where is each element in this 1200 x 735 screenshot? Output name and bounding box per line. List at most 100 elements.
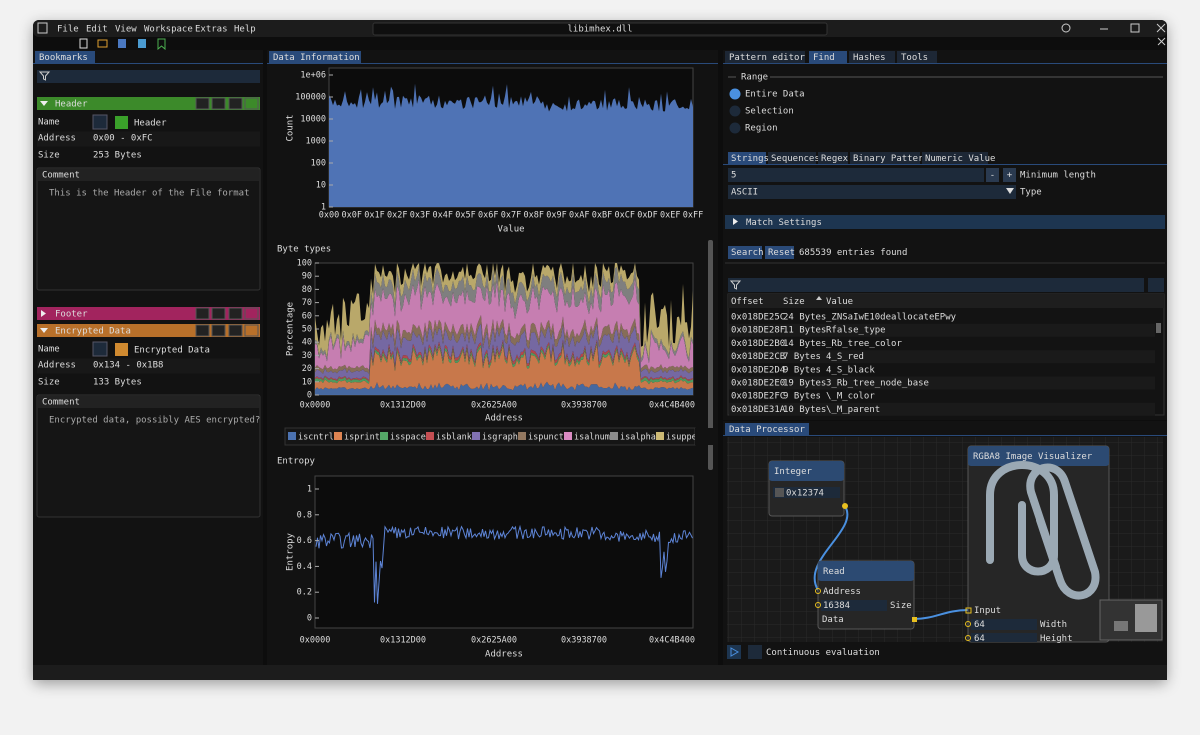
bookmark-button[interactable]	[244, 307, 259, 320]
subtab[interactable]	[768, 152, 816, 164]
tool-icon[interactable]	[118, 39, 126, 48]
bookmark-button[interactable]	[244, 97, 259, 110]
bookmark-button[interactable]	[228, 97, 243, 110]
tab-label[interactable]: Bookmarks	[39, 53, 88, 63]
close[interactable]	[1156, 23, 1166, 33]
tool-icon[interactable]	[79, 38, 88, 49]
bookmark-button[interactable]	[228, 324, 243, 337]
node-input[interactable]	[773, 487, 840, 498]
radio[interactable]	[729, 105, 741, 117]
button[interactable]	[728, 246, 762, 259]
menu-item[interactable]: Extras	[195, 25, 228, 35]
tab-label[interactable]: Data Information	[273, 53, 360, 63]
button[interactable]	[986, 168, 999, 182]
tab-label[interactable]: Hashes	[853, 53, 886, 63]
tab[interactable]	[725, 51, 805, 63]
table-cell[interactable]: Rfalse_type	[826, 326, 886, 336]
collapsing-header[interactable]	[725, 215, 1165, 229]
menu-item[interactable]: Help	[234, 25, 256, 35]
tool-icon[interactable]	[97, 39, 108, 48]
table-cell[interactable]: 14 Bytes	[783, 339, 826, 349]
radio[interactable]	[729, 88, 741, 100]
column-header[interactable]: Value	[826, 297, 853, 307]
tab[interactable]	[725, 423, 809, 435]
table-cell[interactable]: 4_S_black	[826, 365, 875, 375]
tab[interactable]	[809, 51, 847, 63]
subtab-label[interactable]: Numeric Value	[925, 154, 995, 164]
lock-button[interactable]	[92, 341, 108, 357]
bookmark-button[interactable]	[228, 307, 243, 320]
radio[interactable]	[729, 122, 741, 134]
bookmark-button[interactable]	[195, 307, 210, 320]
lock-button[interactable]	[92, 114, 108, 130]
menu-item[interactable]: Edit	[86, 25, 108, 35]
table-cell[interactable]: _ZNSaIwE10deallocateEPwy	[826, 313, 957, 323]
button[interactable]	[765, 246, 794, 259]
column-header[interactable]: Offset	[731, 297, 764, 307]
table-cell[interactable]: 0x018DE25C	[731, 313, 785, 323]
table-cell[interactable]: \_M_parent	[826, 405, 880, 415]
node-input[interactable]	[971, 633, 1037, 642]
subtab-label[interactable]: Binary Pattern	[853, 154, 929, 164]
header-label[interactable]: Match Settings	[746, 218, 822, 228]
table-cell[interactable]: 9 Bytes	[783, 365, 821, 375]
menu-item[interactable]: View	[115, 25, 137, 35]
tool-icon[interactable]	[157, 38, 166, 51]
table-cell[interactable]: 0x018DE31A	[731, 405, 786, 415]
tool-icon[interactable]	[138, 39, 146, 48]
subtab[interactable]	[818, 152, 848, 164]
combo-box[interactable]	[728, 185, 1016, 199]
bookmark-button[interactable]	[211, 97, 226, 110]
tab[interactable]	[35, 51, 95, 63]
scrollbar[interactable]	[1156, 323, 1161, 333]
bookmark-button[interactable]	[195, 97, 210, 110]
tab-label[interactable]: Tools	[901, 53, 928, 63]
radio-label[interactable]: Entire Data	[745, 90, 805, 100]
feedback-icon[interactable]	[1061, 23, 1071, 33]
table-cell[interactable]: _Rb_tree_color	[826, 339, 902, 349]
bookmark-button[interactable]	[211, 307, 226, 320]
table-cell[interactable]: 11 Bytes	[783, 326, 826, 336]
table-cell[interactable]: 3_Rb_tree_node_base	[826, 379, 929, 389]
subtab[interactable]	[728, 152, 766, 164]
checkbox[interactable]	[748, 645, 762, 659]
close-tab[interactable]	[1157, 37, 1166, 46]
scrollbar[interactable]	[708, 240, 713, 470]
filter-bar[interactable]	[37, 70, 260, 83]
bookmark-button[interactable]	[211, 324, 226, 337]
bookmark-button[interactable]	[244, 324, 259, 337]
radio-label[interactable]: Region	[745, 124, 778, 134]
table-cell[interactable]: 10 Bytes	[783, 405, 826, 415]
tab-label[interactable]: Pattern editor	[729, 53, 805, 63]
node-input[interactable]	[971, 619, 1037, 630]
tab[interactable]	[897, 51, 937, 63]
tab[interactable]	[849, 51, 895, 63]
node-input[interactable]	[821, 600, 887, 611]
table-cell[interactable]: 0x018DE2E0	[731, 379, 785, 389]
table-cell[interactable]: \_M_color	[826, 392, 875, 402]
maximize[interactable]	[1130, 23, 1140, 33]
bookmark-button[interactable]	[195, 324, 210, 337]
number-input[interactable]	[728, 168, 984, 182]
table-cell[interactable]: 19 Bytes	[783, 379, 826, 389]
table-cell[interactable]: 0x018DE2D4	[731, 365, 785, 375]
radio-label[interactable]: Selection	[745, 107, 794, 117]
table-cell[interactable]: 0x018DE2FC	[731, 392, 785, 402]
subtab-label[interactable]: Strings	[731, 154, 769, 164]
column-header[interactable]: Size	[783, 297, 805, 307]
subtab[interactable]	[922, 152, 988, 164]
table-cell[interactable]: 0x018DE28F	[731, 326, 785, 336]
table-cell[interactable]: 7 Bytes	[783, 352, 821, 362]
menu-item[interactable]: File	[57, 25, 79, 35]
tab-label[interactable]: Find	[813, 53, 835, 63]
filter-bar[interactable]	[728, 278, 1144, 292]
table-cell[interactable]: 4_S_red	[826, 352, 864, 362]
table-cell[interactable]: 9 Bytes	[783, 392, 821, 402]
button[interactable]	[1148, 278, 1164, 292]
table-cell[interactable]: 0x018DE2B0	[731, 339, 785, 349]
tab[interactable]	[269, 51, 361, 63]
table-cell[interactable]: 0x018DE2CB	[731, 352, 785, 362]
button[interactable]	[1003, 168, 1016, 182]
subtab-label[interactable]: Sequences	[771, 154, 820, 164]
menu-item[interactable]: Workspace	[144, 25, 193, 35]
